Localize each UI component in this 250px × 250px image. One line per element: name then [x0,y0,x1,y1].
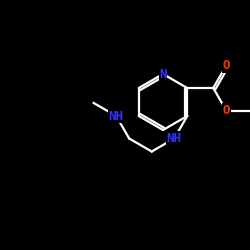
Text: NH: NH [167,132,182,145]
Text: O: O [222,59,230,72]
Text: O: O [222,104,230,117]
Text: NH: NH [109,110,124,122]
Text: N: N [159,68,167,80]
